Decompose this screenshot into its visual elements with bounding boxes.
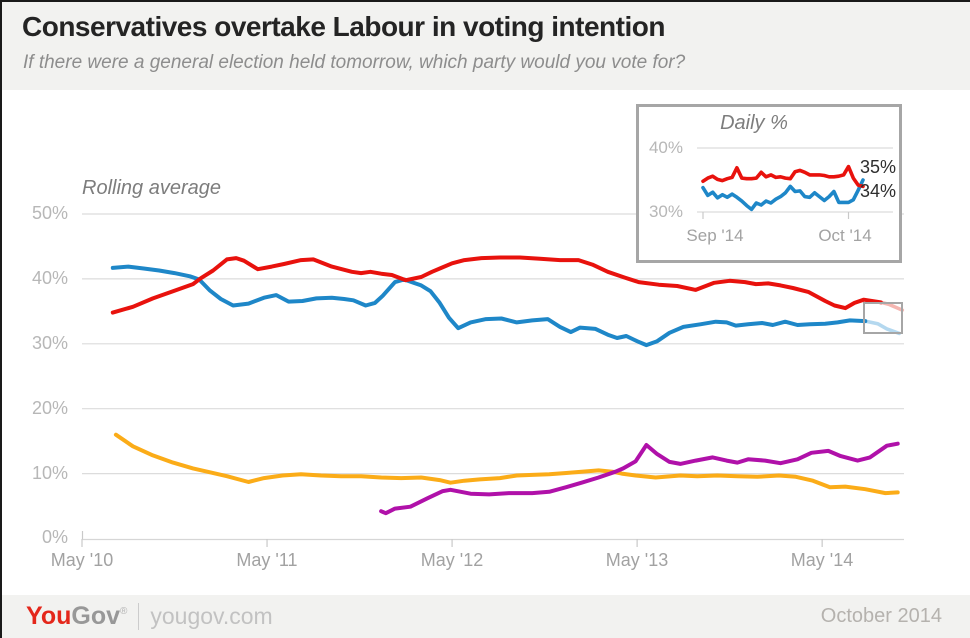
- yougov-url: yougov.com: [150, 603, 273, 629]
- rolling-average-label: Rolling average: [82, 177, 221, 199]
- inset-y-tick-label-40: 40%: [648, 138, 683, 157]
- inset-end-label-34: 34%: [860, 181, 897, 201]
- page-footer: YouGov® yougov.com October 2014: [2, 595, 970, 638]
- x-axis-tick-label-may10: May '10: [50, 550, 114, 570]
- page-subtitle: If there were a general election held to…: [23, 52, 686, 73]
- daily-inset-panel: Daily % 40% 30% Sep '14 Oct '14 35% 34%: [636, 104, 902, 263]
- inset-end-label-35: 35%: [860, 157, 897, 177]
- yougov-logo: YouGov®: [26, 602, 127, 631]
- logo-divider: [138, 603, 140, 630]
- y-axis-tick-label-30: 30%: [31, 333, 68, 353]
- highlight-box: [863, 302, 903, 334]
- registered-mark-icon: ®: [120, 606, 128, 617]
- x-axis-tick-label-may11: May '11: [236, 550, 298, 570]
- page-title: Conservatives overtake Labour in voting …: [22, 11, 665, 42]
- inset-chart-canvas: [697, 147, 893, 219]
- x-axis-tick-label-may13: May '13: [605, 550, 669, 570]
- y-axis-tick-label-0: 0%: [41, 527, 68, 547]
- page-header: Conservatives overtake Labour in voting …: [2, 2, 970, 90]
- y-axis-tick-label-20: 20%: [31, 398, 68, 418]
- x-axis-tick-label-may14: May '14: [790, 550, 854, 570]
- y-axis-tick-label-50: 50%: [31, 203, 68, 223]
- y-axis-tick-label-10: 10%: [31, 463, 68, 483]
- inset-x-tick-label-sep14: Sep '14: [686, 226, 744, 245]
- y-axis-tick-label-40: 40%: [31, 268, 68, 288]
- inset-y-tick-label-30: 30%: [648, 202, 683, 221]
- x-axis-tick-label-may12: May '12: [420, 550, 484, 570]
- logo-you: You: [26, 602, 72, 630]
- inset-x-tick-label-oct14: Oct '14: [818, 226, 872, 245]
- inset-title: Daily %: [720, 112, 788, 134]
- logo-gov: Gov: [71, 602, 120, 630]
- footer-date: October 2014: [820, 605, 942, 627]
